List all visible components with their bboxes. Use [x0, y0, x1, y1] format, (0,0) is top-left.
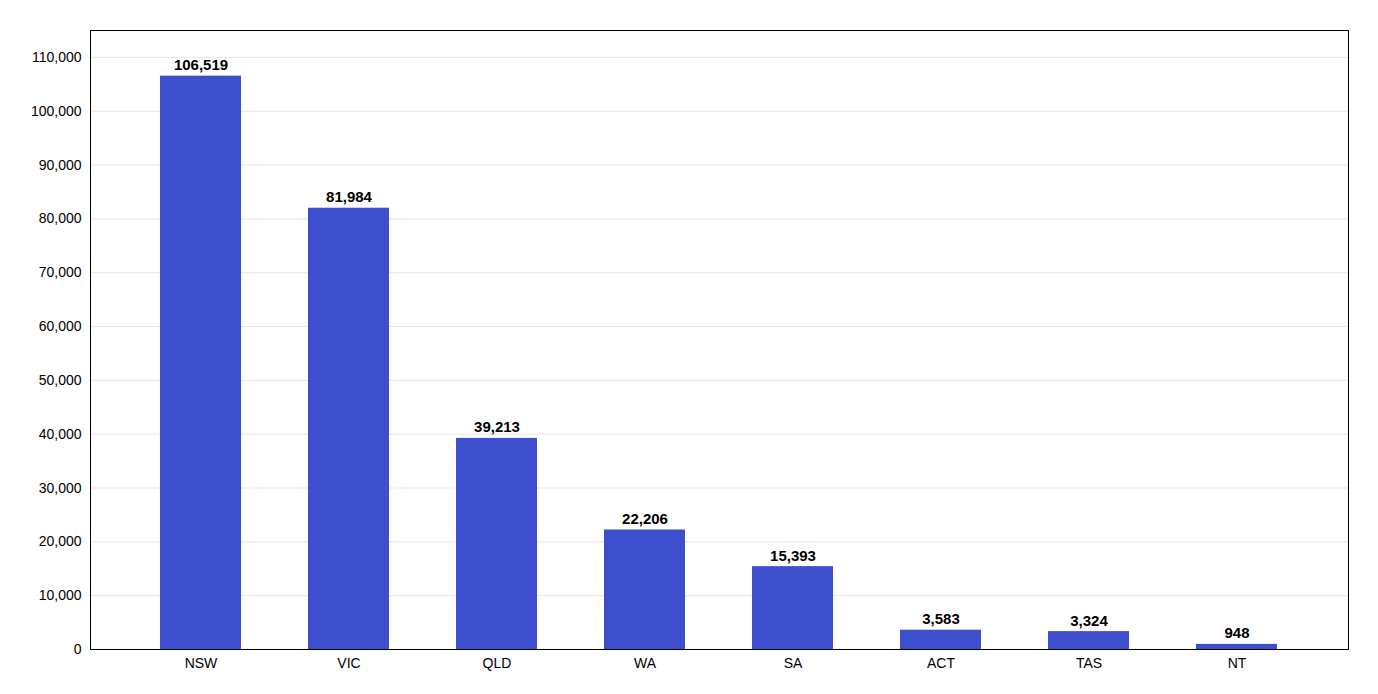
svg-text:QLD: QLD [483, 655, 512, 671]
svg-text:106,519: 106,519 [174, 56, 228, 73]
svg-text:0: 0 [74, 641, 82, 657]
svg-text:90,000: 90,000 [39, 157, 82, 173]
svg-text:20,000: 20,000 [39, 533, 82, 549]
svg-text:TAS: TAS [1076, 655, 1102, 671]
svg-text:39,213: 39,213 [474, 418, 520, 435]
svg-text:80,000: 80,000 [39, 210, 82, 226]
svg-text:3,324: 3,324 [1070, 612, 1108, 629]
svg-text:NSW: NSW [185, 655, 218, 671]
svg-text:ACT: ACT [927, 655, 955, 671]
svg-text:948: 948 [1224, 624, 1249, 641]
svg-text:NT: NT [1228, 655, 1247, 671]
svg-text:15,393: 15,393 [770, 547, 816, 564]
svg-text:81,984: 81,984 [326, 188, 373, 205]
svg-text:60,000: 60,000 [39, 318, 82, 334]
svg-text:50,000: 50,000 [39, 372, 82, 388]
svg-text:10,000: 10,000 [39, 587, 82, 603]
svg-text:WA: WA [634, 655, 657, 671]
svg-text:100,000: 100,000 [31, 103, 82, 119]
svg-text:SA: SA [784, 655, 803, 671]
svg-text:70,000: 70,000 [39, 264, 82, 280]
svg-text:30,000: 30,000 [39, 480, 82, 496]
svg-text:22,206: 22,206 [622, 510, 668, 527]
svg-text:VIC: VIC [337, 655, 360, 671]
svg-text:3,583: 3,583 [922, 610, 960, 627]
svg-text:40,000: 40,000 [39, 426, 82, 442]
svg-text:110,000: 110,000 [32, 49, 82, 65]
